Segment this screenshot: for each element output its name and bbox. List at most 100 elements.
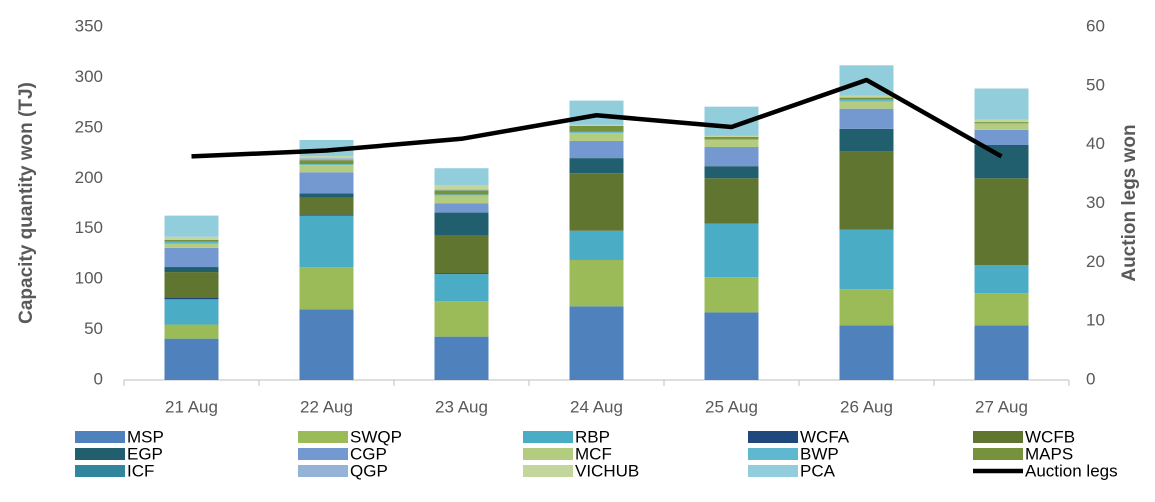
bar-segment — [434, 336, 489, 380]
legend-label: EGP — [127, 444, 163, 463]
bar-segment — [974, 119, 1029, 122]
bar-segment — [434, 185, 489, 190]
bar-segment — [434, 190, 489, 195]
y-tick-label: 50 — [84, 319, 103, 338]
bar-segment — [434, 195, 489, 204]
bar-segment — [569, 259, 624, 307]
legend-swatch — [75, 448, 125, 460]
bar-segment — [839, 101, 894, 109]
legend-label: ICF — [127, 461, 154, 480]
bar-segment — [569, 158, 624, 174]
bar-segment — [164, 239, 219, 242]
bar-segment — [974, 325, 1029, 380]
legend-swatch — [298, 431, 348, 443]
bar-segment — [569, 173, 624, 231]
bar-segment — [974, 129, 1029, 146]
y2-tick-label: 60 — [1086, 16, 1105, 35]
bar-segment — [704, 312, 759, 380]
bar-segment — [839, 99, 894, 102]
bar-segment — [704, 223, 759, 278]
bar-segment — [164, 247, 219, 268]
bar-segment — [164, 297, 219, 300]
y2-tick-label: 30 — [1086, 193, 1105, 212]
legend-label: VICHUB — [575, 461, 639, 480]
legend-label: RBP — [575, 427, 610, 446]
bar-segment — [299, 165, 354, 173]
bar-segment — [974, 123, 1029, 130]
bar-segment — [299, 160, 354, 165]
legend-swatch — [973, 448, 1023, 460]
legend-label: QGP — [350, 461, 388, 480]
bar-segment — [164, 236, 219, 240]
bar-segment — [974, 293, 1029, 326]
bar-segment — [569, 131, 624, 133]
y-tick-label: 150 — [75, 218, 103, 237]
bar-segment — [434, 235, 489, 274]
bar-segment — [974, 145, 1029, 179]
y2-tick-label: 0 — [1086, 369, 1095, 388]
bar-segment — [299, 158, 354, 161]
bar-segment — [839, 289, 894, 326]
x-tick-label: 25 Aug — [705, 397, 758, 416]
y-tick-label: 250 — [75, 117, 103, 136]
bar-segment — [974, 88, 1029, 120]
bar-segment — [164, 324, 219, 339]
y-tick-label: 350 — [75, 16, 103, 35]
bar-segment — [299, 267, 354, 310]
legend-swatch — [523, 431, 573, 443]
x-tick-label: 23 Aug — [435, 397, 488, 416]
legend-swatch — [298, 448, 348, 460]
bar-segment — [974, 122, 1029, 124]
bar-segment — [434, 203, 489, 213]
bar-segment — [434, 212, 489, 236]
bar-segment — [569, 306, 624, 380]
bar-segment — [839, 128, 894, 152]
bar-segment — [299, 193, 354, 198]
y-tick-label: 200 — [75, 168, 103, 187]
y-tick-label: 0 — [94, 369, 103, 388]
y-tick-label: 100 — [75, 269, 103, 288]
y2-tick-label: 20 — [1086, 252, 1105, 271]
bar-segment — [299, 214, 354, 216]
bar-segment — [974, 265, 1029, 294]
bar-segment — [704, 136, 759, 139]
bar-segment — [839, 325, 894, 380]
legend-swatch — [748, 465, 798, 477]
bar-segment — [974, 121, 1029, 123]
legend-label: Auction legs — [1025, 461, 1118, 480]
legend-label: SWQP — [350, 427, 402, 446]
bar-segment — [569, 230, 624, 260]
line-series — [191, 77, 1003, 159]
y-tick-label: 300 — [75, 67, 103, 86]
bar-segment — [839, 229, 894, 290]
bar-segment — [839, 151, 894, 230]
bar-segment — [704, 135, 759, 137]
legend-swatch — [75, 465, 125, 477]
bar-segment — [164, 215, 219, 237]
y2-tick-label: 10 — [1086, 311, 1105, 330]
bar-segment — [704, 147, 759, 167]
bar-segment — [704, 138, 759, 140]
bar-segment — [839, 95, 894, 98]
y2-axis-title: Auction legs won — [1119, 124, 1140, 281]
legend-label: MSP — [127, 427, 164, 446]
legend-label: CGP — [350, 444, 387, 463]
legend-label: MCF — [575, 444, 612, 463]
bar-segment — [164, 267, 219, 273]
legend-swatch — [298, 465, 348, 477]
legend-label: WCFA — [800, 427, 850, 446]
bar-segment — [839, 97, 894, 100]
x-tick-label: 24 Aug — [570, 397, 623, 416]
x-tick-label: 21 Aug — [165, 397, 218, 416]
bar-segment — [434, 301, 489, 337]
bar-segment — [434, 168, 489, 186]
legend-label: PCA — [800, 461, 836, 480]
y-axis-title: Capacity quantity won (TJ) — [16, 82, 37, 324]
bar-segment — [434, 194, 489, 196]
bar-segment — [434, 189, 489, 191]
x-tick-label: 27 Aug — [975, 397, 1028, 416]
bar-segment — [569, 124, 624, 126]
bar-segment — [164, 299, 219, 325]
